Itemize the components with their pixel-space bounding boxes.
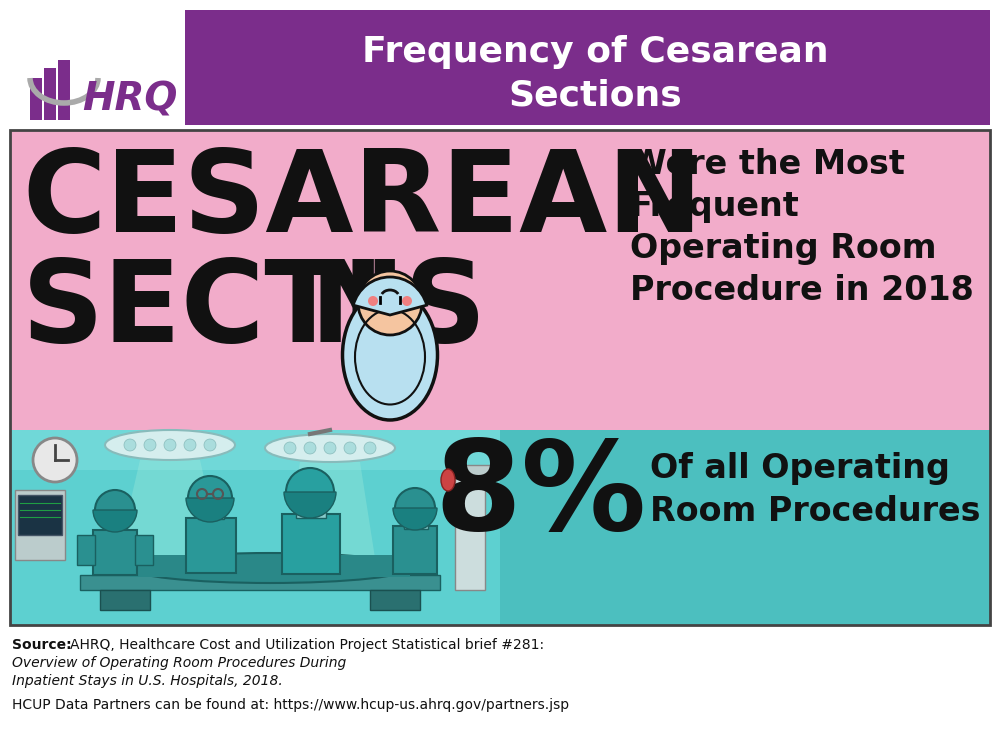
Bar	[370, 590, 420, 610]
Bar	[282, 514, 340, 574]
Bar	[186, 518, 236, 573]
Text: Of all Operating
Room Procedures: Of all Operating Room Procedures	[650, 452, 980, 527]
Text: AHRQ, Healthcare Cost and Utilization Project Statistical brief #281:: AHRQ, Healthcare Cost and Utilization Pr…	[70, 638, 548, 652]
Text: SECTI: SECTI	[22, 255, 385, 366]
Circle shape	[286, 468, 334, 516]
Bar	[80, 575, 440, 590]
Text: Overview of Operating Room Procedures During: Overview of Operating Room Procedures Du…	[12, 656, 346, 670]
Circle shape	[33, 438, 77, 482]
Circle shape	[124, 439, 136, 451]
Polygon shape	[110, 460, 230, 590]
Bar	[10, 10, 185, 125]
Bar	[455, 470, 485, 590]
Wedge shape	[186, 498, 234, 522]
Bar	[93, 530, 137, 575]
Text: Inpatient Stays in U.S. Hospitals, 2018.: Inpatient Stays in U.S. Hospitals, 2018.	[12, 674, 283, 688]
Circle shape	[284, 442, 296, 454]
Bar	[18, 495, 62, 535]
Ellipse shape	[441, 469, 455, 491]
Text: Sections: Sections	[508, 78, 682, 112]
Ellipse shape	[265, 434, 395, 462]
Bar	[77, 535, 95, 565]
Text: Source:: Source:	[12, 638, 72, 652]
Text: Were the Most
Frequent
Operating Room
Procedure in 2018: Were the Most Frequent Operating Room Pr…	[630, 148, 974, 308]
Circle shape	[324, 442, 336, 454]
Text: 8%: 8%	[434, 434, 646, 556]
Bar	[10, 430, 990, 625]
Circle shape	[368, 296, 378, 306]
Circle shape	[395, 488, 435, 528]
Bar	[130, 555, 410, 577]
Circle shape	[95, 490, 135, 530]
Circle shape	[188, 476, 232, 520]
Text: CESAREAN: CESAREAN	[22, 145, 703, 256]
Circle shape	[358, 271, 422, 335]
Bar	[44, 68, 56, 120]
Bar	[30, 78, 42, 120]
Text: HCUP Data Partners can be found at: https://www.hcup-us.ahrq.gov/partners.jsp: HCUP Data Partners can be found at: http…	[12, 698, 569, 712]
Circle shape	[402, 296, 412, 306]
Circle shape	[364, 442, 376, 454]
Bar	[185, 10, 990, 125]
Text: NS: NS	[310, 255, 487, 366]
Bar	[10, 430, 500, 470]
Circle shape	[304, 442, 316, 454]
Wedge shape	[284, 492, 336, 518]
Bar	[103, 515, 127, 529]
Bar	[10, 130, 990, 430]
Circle shape	[144, 439, 156, 451]
Ellipse shape	[105, 430, 235, 460]
Ellipse shape	[342, 290, 438, 420]
Bar	[393, 526, 437, 574]
Bar	[100, 590, 150, 610]
Circle shape	[204, 439, 216, 451]
Bar	[58, 60, 70, 120]
Wedge shape	[93, 510, 137, 532]
Wedge shape	[393, 508, 437, 530]
Text: HRQ: HRQ	[82, 80, 177, 118]
Wedge shape	[353, 277, 427, 315]
Bar	[450, 465, 490, 477]
Bar	[15, 490, 65, 560]
Circle shape	[344, 442, 356, 454]
Bar	[135, 535, 153, 565]
Bar	[10, 130, 990, 625]
Bar	[296, 502, 326, 518]
Text: Frequency of Cesarean: Frequency of Cesarean	[362, 35, 828, 69]
Bar	[10, 430, 500, 625]
Bar	[198, 505, 224, 519]
Circle shape	[184, 439, 196, 451]
Ellipse shape	[130, 553, 410, 583]
Polygon shape	[280, 462, 380, 590]
Bar	[404, 515, 428, 529]
Circle shape	[164, 439, 176, 451]
